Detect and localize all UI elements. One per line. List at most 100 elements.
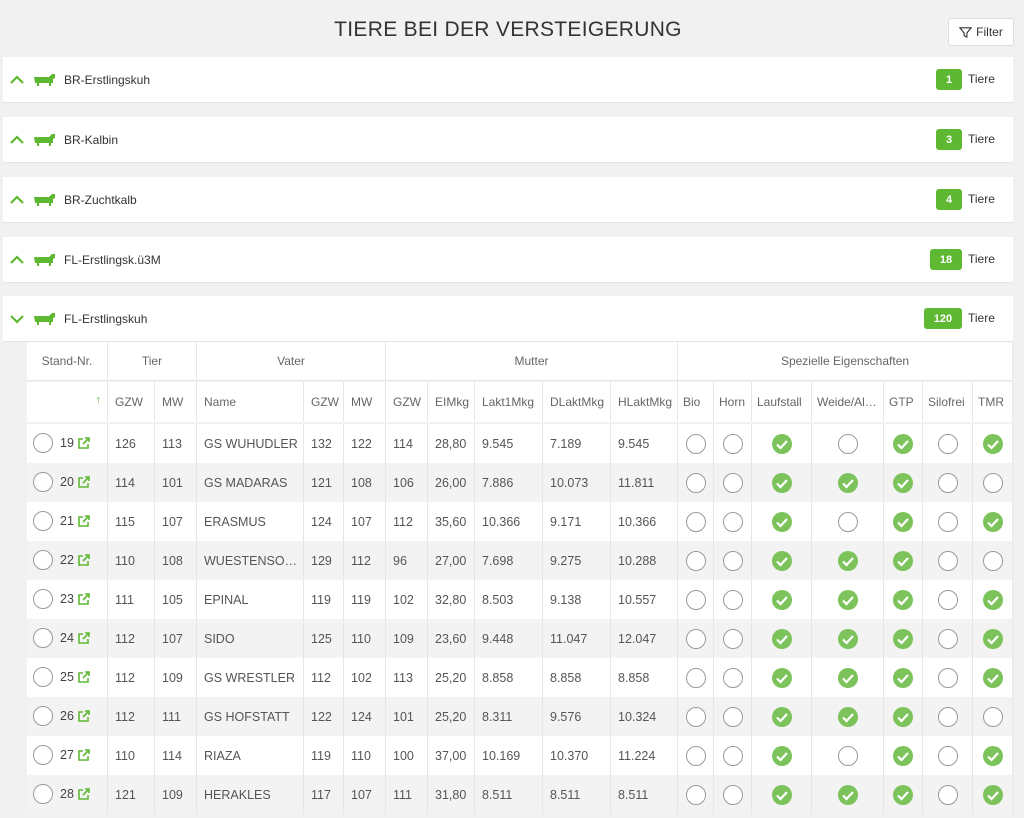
column-header: GZW: [386, 382, 428, 422]
check-svg: [685, 745, 706, 766]
select-radio[interactable]: [32, 744, 54, 769]
table-cell: 114: [386, 424, 428, 463]
table-cell: 8.858: [475, 658, 543, 697]
select-radio[interactable]: [32, 510, 54, 535]
table-cell: [812, 463, 884, 502]
check-svg: [982, 784, 1003, 805]
table-cell: [678, 502, 714, 541]
sort-header[interactable]: ↑: [27, 382, 108, 422]
table-cell: 10.370: [543, 736, 611, 775]
cell-text: EPINAL: [204, 592, 249, 607]
select-radio[interactable]: [32, 666, 54, 691]
cow-icon-svg: [34, 74, 55, 86]
open-link[interactable]: [78, 710, 90, 725]
open-link[interactable]: [78, 632, 90, 647]
table-cell: 26: [27, 697, 108, 736]
check-on: [837, 472, 859, 494]
column-header: HLaktMkg: [611, 382, 678, 422]
table-cell: 125: [304, 619, 344, 658]
table-cell: 20: [27, 463, 108, 502]
cell-text: 112: [393, 514, 413, 529]
check-svg: [893, 628, 913, 649]
check-svg: [893, 472, 913, 493]
table-cell: 24: [27, 619, 108, 658]
check-svg: [937, 472, 958, 493]
check-svg: [837, 745, 858, 766]
count-unit: Tiere: [968, 311, 995, 325]
cell-text: 32,80: [435, 592, 467, 607]
count-unit: Tiere: [968, 72, 995, 86]
table-cell: 111: [386, 775, 428, 814]
check-svg: [771, 511, 792, 532]
select-radio[interactable]: [32, 783, 54, 808]
check-on: [771, 511, 793, 533]
table-cell: [714, 736, 752, 775]
check-svg: [771, 472, 792, 493]
check-off: [685, 628, 707, 650]
table-cell: 114: [108, 463, 155, 502]
table-cell: GS HOFSTATT: [197, 697, 304, 736]
check-on: [892, 628, 914, 650]
cell-text: 26,00: [435, 475, 467, 490]
table-cell: 37,00: [428, 736, 475, 775]
check-svg: [685, 667, 706, 688]
cell-text: 105: [162, 592, 183, 607]
table-cell: 7.698: [475, 541, 543, 580]
check-on: [771, 706, 793, 728]
cell-text: 111: [162, 709, 182, 724]
group-header[interactable]: FL-Erstlingskuh 120 Tiere: [3, 296, 1013, 342]
cell-text: 9.171: [550, 514, 582, 529]
column-header: MW: [344, 382, 386, 422]
table-cell: 107: [344, 502, 386, 541]
table-cell: [884, 736, 923, 775]
stand-number: 28: [60, 787, 74, 801]
table-cell: 121: [304, 463, 344, 502]
check-svg: [837, 472, 858, 493]
select-radio[interactable]: [32, 471, 54, 496]
check-svg: [722, 784, 743, 805]
column-header: Weide/Al…: [812, 382, 884, 422]
check-svg: [722, 667, 743, 688]
select-radio[interactable]: [32, 627, 54, 652]
table-cell: [752, 502, 812, 541]
check-svg: [722, 706, 743, 727]
open-link[interactable]: [78, 515, 90, 530]
table-cell: 102: [386, 580, 428, 619]
open-link[interactable]: [78, 593, 90, 608]
table-cell: [752, 424, 812, 463]
check-svg: [893, 433, 913, 454]
group-header[interactable]: BR-Erstlingskuh 1 Tiere: [3, 57, 1013, 103]
open-link[interactable]: [78, 749, 90, 764]
open-link-svg: [78, 437, 90, 449]
count-unit: Tiere: [968, 192, 995, 206]
check-off: [685, 511, 707, 533]
group-header[interactable]: BR-Zuchtkalb 4 Tiere: [3, 177, 1013, 223]
table-cell: 121: [108, 775, 155, 814]
filter-button[interactable]: Filter: [948, 18, 1014, 46]
group-header[interactable]: BR-Kalbin 3 Tiere: [3, 117, 1013, 163]
group-header[interactable]: FL-Erstlingsk.ü3M 18 Tiere: [3, 237, 1013, 283]
table-cell: 112: [304, 658, 344, 697]
column-header: DLaktMkg: [543, 382, 611, 422]
table-cell: 10.557: [611, 580, 678, 619]
open-link[interactable]: [78, 437, 90, 452]
select-radio[interactable]: [32, 549, 54, 574]
select-radio[interactable]: [32, 432, 54, 457]
open-link[interactable]: [78, 671, 90, 686]
select-radio[interactable]: [32, 705, 54, 730]
table-cell: 8.858: [543, 658, 611, 697]
table-cell: [923, 541, 973, 580]
open-link[interactable]: [78, 788, 90, 803]
cow-icon-svg: [34, 313, 55, 325]
check-on: [982, 784, 1004, 806]
cell-text: 124: [351, 709, 372, 724]
open-link[interactable]: [78, 554, 90, 569]
check-on: [982, 589, 1004, 611]
cell-text: 112: [311, 670, 331, 685]
cow-icon: [32, 251, 56, 272]
open-link[interactable]: [78, 476, 90, 491]
stand-number: 23: [60, 592, 74, 606]
cell-text: 25,20: [435, 670, 467, 685]
check-svg: [893, 745, 913, 766]
select-radio[interactable]: [32, 588, 54, 613]
